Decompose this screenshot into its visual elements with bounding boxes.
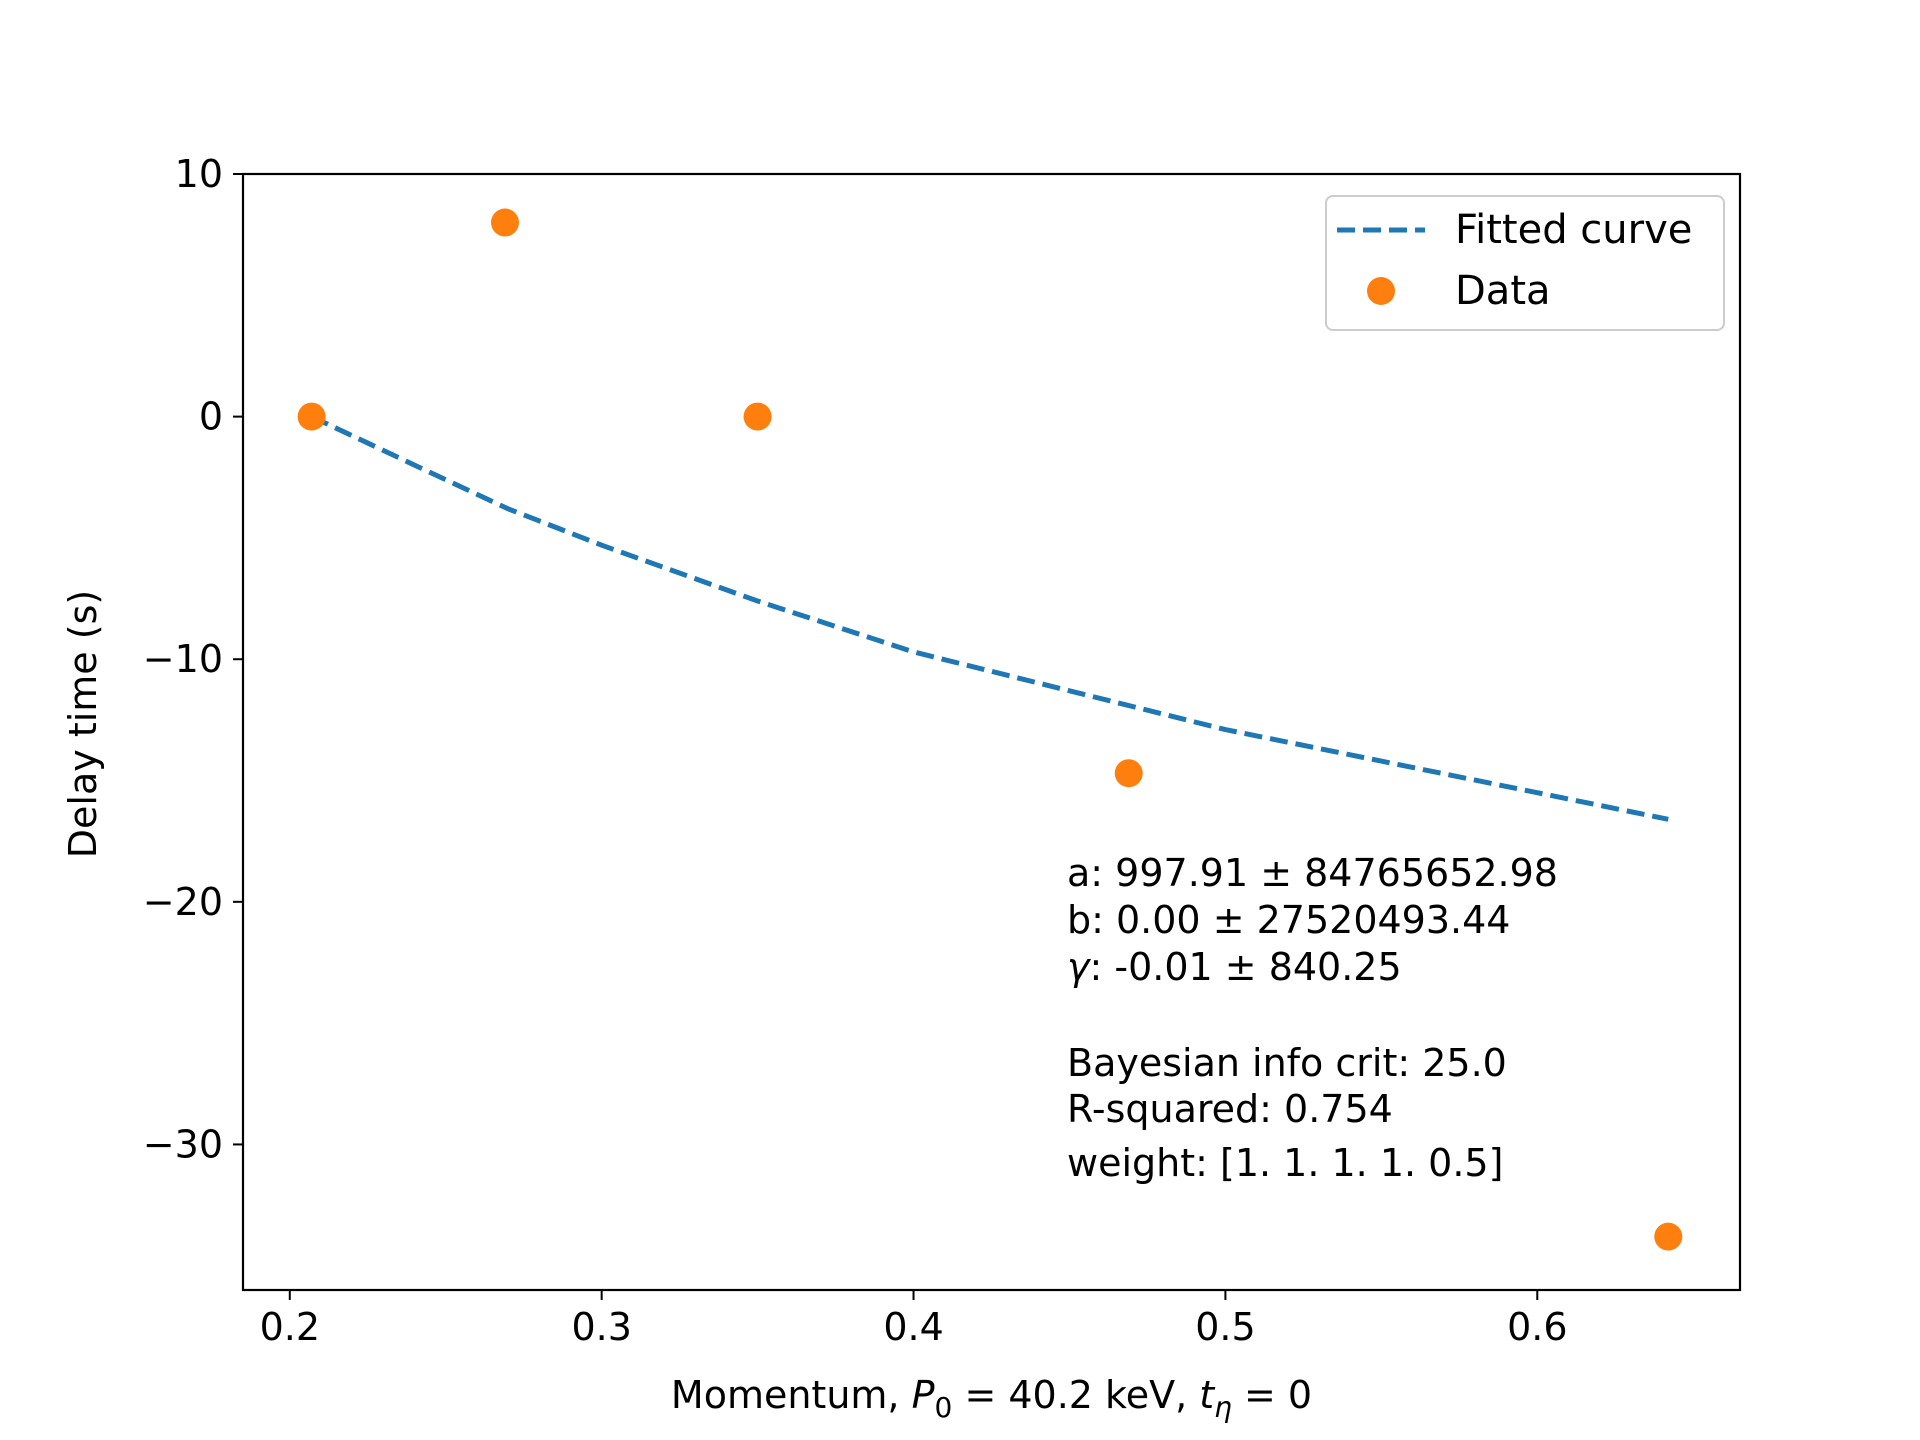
- data-point: [1114, 759, 1143, 788]
- annotation-line: γ: -0.01 ± 840.25: [1067, 945, 1402, 989]
- x-axis-title-p-var: P: [912, 1373, 935, 1417]
- x-axis-title-t-val: = 0: [1232, 1373, 1312, 1417]
- x-tick-label: 0.6: [1507, 1305, 1567, 1349]
- y-tick-label: −10: [143, 637, 223, 681]
- y-tick-label: −20: [143, 880, 223, 924]
- x-axis-title-t-var: t: [1199, 1373, 1216, 1417]
- annotation-line: R-squared: 0.754: [1067, 1087, 1393, 1131]
- plot-area-frame: [241, 172, 1742, 1292]
- x-axis-title-t-sub: η: [1214, 1391, 1232, 1424]
- legend-fitted-curve-label: Fitted curve: [1455, 207, 1692, 253]
- data-points-layer: [297, 208, 1683, 1251]
- legend-data-marker: [1367, 277, 1395, 305]
- x-axis-title: Momentum, P0 = 40.2 keV, tη = 0: [671, 1373, 1312, 1424]
- x-tick-label: 0.4: [883, 1305, 943, 1349]
- y-axis-ticks: 10 0 −10 −20 −30: [143, 152, 243, 1166]
- legend-data-label: Data: [1455, 268, 1551, 314]
- legend-box: [1325, 195, 1725, 331]
- data-point: [743, 402, 772, 431]
- x-axis-title-prefix: Momentum,: [671, 1373, 912, 1417]
- fit-statistics-annotation: a: 997.91 ± 84765652.98b: 0.00 ± 2752049…: [1067, 851, 1558, 1185]
- annotation-line: b: 0.00 ± 27520493.44: [1067, 898, 1510, 942]
- data-point: [1654, 1222, 1683, 1251]
- x-tick-label: 0.3: [571, 1305, 631, 1349]
- y-axis-title: Delay time (s): [61, 590, 105, 858]
- y-tick-label: 0: [199, 395, 223, 439]
- data-point: [297, 402, 326, 431]
- data-point: [490, 208, 519, 237]
- x-tick-label: 0.5: [1195, 1305, 1255, 1349]
- x-axis-title-p-val: = 40.2 keV,: [952, 1373, 1199, 1417]
- legend: Fitted curve Data: [1325, 195, 1725, 331]
- annotation-line: Bayesian info crit: 25.0: [1067, 1041, 1507, 1085]
- fitted-curve-layer: [310, 414, 1669, 822]
- annotation-line: a: 997.91 ± 84765652.98: [1067, 851, 1558, 895]
- fitted-curve-line: [310, 414, 1669, 822]
- y-tick-label: −30: [143, 1122, 223, 1166]
- x-axis-ticks: 0.2 0.3 0.4 0.5 0.6: [260, 1290, 1568, 1349]
- x-axis-title-p-sub: 0: [935, 1391, 953, 1424]
- annotation-line: weight: [1. 1. 1. 1. 0.5]: [1067, 1141, 1503, 1185]
- y-tick-label: 10: [175, 152, 223, 196]
- x-tick-label: 0.2: [260, 1305, 320, 1349]
